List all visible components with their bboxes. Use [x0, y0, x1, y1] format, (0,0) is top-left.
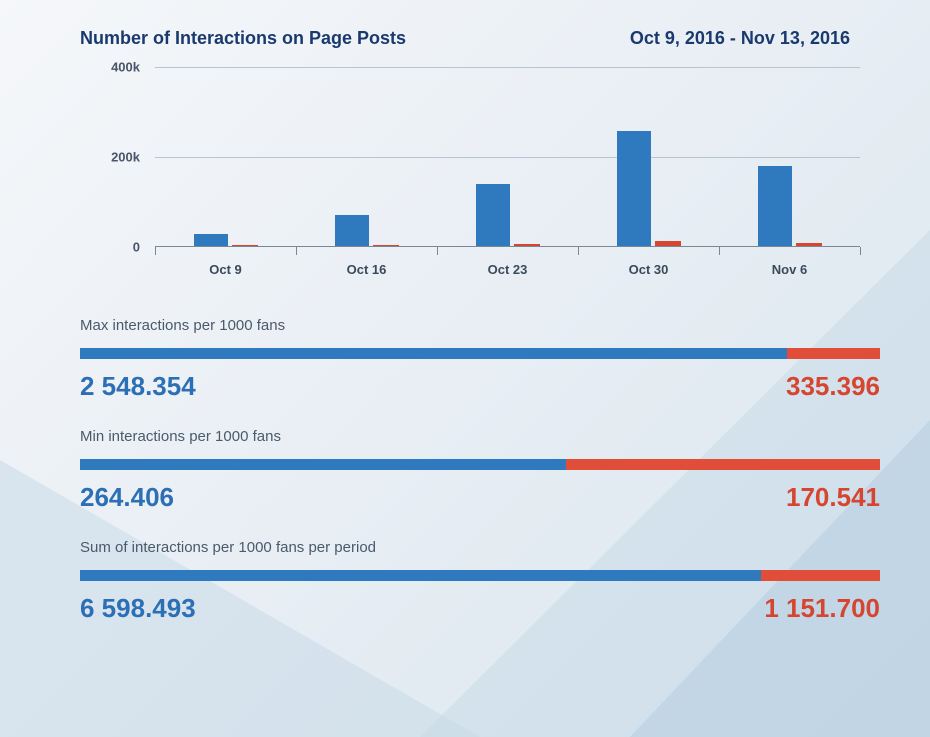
metric-values: 6 598.493 1 151.700: [80, 593, 880, 624]
bar-primary: [617, 131, 651, 247]
metric-values: 2 548.354 335.396: [80, 371, 880, 402]
metric-title: Sum of interactions per 1000 fans per pe…: [80, 539, 880, 556]
chart-title: Number of Interactions on Page Posts: [80, 28, 406, 49]
metric-section: Min interactions per 1000 fans 264.406 170…: [80, 428, 880, 513]
x-tick: [578, 247, 579, 255]
metric-bar-left: [80, 570, 761, 581]
metric-values: 264.406 170.541: [80, 482, 880, 513]
x-tick-label: Oct 9: [186, 262, 266, 277]
metric-value-right: 335.396: [786, 371, 880, 402]
interactions-bar-chart: 0200k400k Oct 9 Oct 16 Oct 23 Oct 30 Nov 6: [100, 67, 860, 287]
bar-group: [327, 215, 407, 247]
metric-bar: [80, 459, 880, 470]
metric-bar-right: [566, 459, 880, 470]
metric-value-left: 6 598.493: [80, 593, 196, 624]
metric-value-right: 1 151.700: [764, 593, 880, 624]
metric-value-left: 264.406: [80, 482, 174, 513]
x-tick-label: Oct 16: [327, 262, 407, 277]
metric-section: Sum of interactions per 1000 fans per pe…: [80, 539, 880, 624]
bars-container: [155, 67, 860, 247]
x-tick: [437, 247, 438, 255]
x-tick-label: Oct 30: [609, 262, 689, 277]
metric-title: Max interactions per 1000 fans: [80, 317, 880, 334]
bar-primary: [476, 184, 510, 247]
bar-primary: [335, 215, 369, 247]
metric-bar: [80, 348, 880, 359]
x-tick: [296, 247, 297, 255]
metric-bar-right: [761, 570, 880, 581]
x-tick-label: Nov 6: [750, 262, 830, 277]
bar-group: [609, 131, 689, 247]
metric-bar-right: [787, 348, 880, 359]
metric-title: Min interactions per 1000 fans: [80, 428, 880, 445]
x-axis-labels: Oct 9 Oct 16 Oct 23 Oct 30 Nov 6: [155, 262, 860, 277]
bar-group: [468, 184, 548, 247]
y-tick-label: 200k: [111, 150, 140, 165]
x-tick: [719, 247, 720, 255]
metric-section: Max interactions per 1000 fans 2 548.354 3…: [80, 317, 880, 402]
date-range: Oct 9, 2016 - Nov 13, 2016: [630, 28, 880, 49]
y-tick-label: 0: [133, 240, 140, 255]
y-axis: 0200k400k: [100, 67, 150, 247]
bar-group: [750, 166, 830, 247]
x-tick: [860, 247, 861, 255]
y-tick-label: 400k: [111, 60, 140, 75]
x-tick-label: Oct 23: [468, 262, 548, 277]
metric-bar-left: [80, 348, 787, 359]
metric-value-right: 170.541: [786, 482, 880, 513]
metric-bar-left: [80, 459, 566, 470]
metric-bar: [80, 570, 880, 581]
metric-value-left: 2 548.354: [80, 371, 196, 402]
chart-header: Number of Interactions on Page Posts Oct…: [80, 28, 880, 49]
bar-primary: [758, 166, 792, 247]
x-axis-line: [155, 246, 860, 247]
x-tick: [155, 247, 156, 255]
